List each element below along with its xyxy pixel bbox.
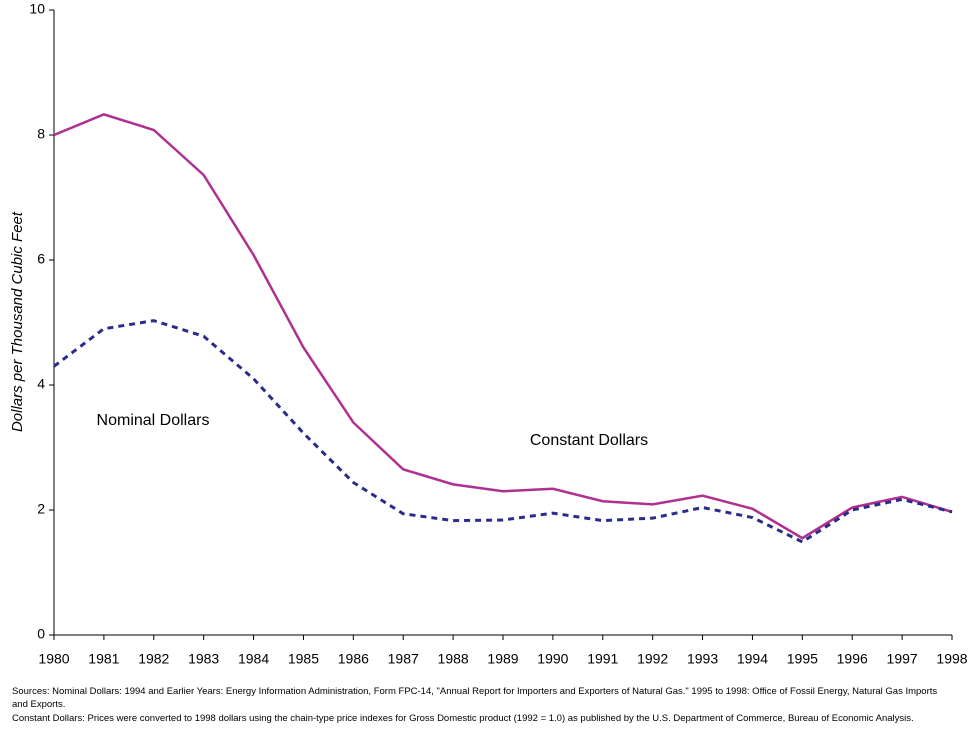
x-tick-label: 1990: [537, 651, 568, 667]
x-tick-label: 1985: [288, 651, 319, 667]
y-tick-label: 2: [37, 501, 45, 517]
x-tick-label: 1994: [737, 651, 768, 667]
series-line: [53, 319, 953, 544]
y-tick-label: 0: [37, 626, 45, 642]
x-tick-label: 1995: [787, 651, 818, 667]
note: Sources: Nominal Dollars: 1994 and Earli…: [12, 686, 938, 710]
x-tick-label: 1988: [438, 651, 469, 667]
x-tick-label: 1993: [687, 651, 718, 667]
y-tick-label: 4: [37, 376, 45, 392]
x-tick-label: 1997: [887, 651, 918, 667]
y-tick-label: 6: [37, 251, 45, 267]
x-tick-label: 1981: [88, 651, 119, 667]
series-label: Constant Dollars: [530, 432, 648, 449]
x-tick-label: 1983: [188, 651, 219, 667]
x-tick-label: 1989: [487, 651, 518, 667]
chart: Dollars per Thousand Cubic Feet 0 2 4 6 8 10 1…: [9, 1, 968, 667]
x-tick-label: 1998: [936, 651, 967, 667]
notes: Sources: Nominal Dollars: 1994 and Earli…: [12, 685, 947, 726]
y-tick-label: 8: [37, 126, 45, 142]
series-line: [53, 113, 953, 540]
x-tick-label: 1984: [238, 651, 269, 667]
y-axis-label: Dollars per Thousand Cubic Feet: [9, 211, 26, 432]
x-tick-label: 1987: [388, 651, 419, 667]
x-tick-label: 1986: [338, 651, 369, 667]
y-tick-label: 10: [29, 1, 45, 17]
x-tick-label: 1980: [38, 651, 69, 667]
note: Constant Dollars: Prices were converted …: [12, 713, 914, 724]
x-tick-label: 1982: [138, 651, 169, 667]
x-tick-label: 1992: [637, 651, 668, 667]
x-tick-label: 1991: [587, 651, 618, 667]
series-label: Nominal Dollars: [97, 412, 210, 429]
x-tick-label: 1996: [837, 651, 868, 667]
